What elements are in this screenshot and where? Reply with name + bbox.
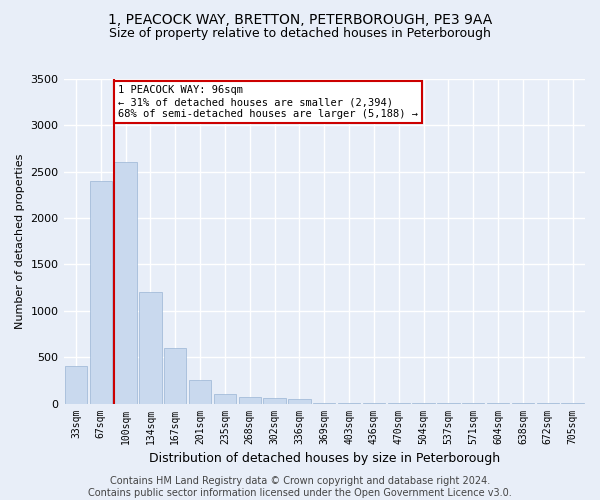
Bar [115,162,137,404]
Bar [263,398,286,404]
Bar [214,394,236,404]
Bar [313,402,335,404]
Bar [139,292,161,404]
Bar [338,402,360,404]
Bar [65,366,87,404]
Bar [239,397,261,404]
Y-axis label: Number of detached properties: Number of detached properties [15,154,25,329]
X-axis label: Distribution of detached houses by size in Peterborough: Distribution of detached houses by size … [149,452,500,465]
Text: Size of property relative to detached houses in Peterborough: Size of property relative to detached ho… [109,28,491,40]
Text: 1 PEACOCK WAY: 96sqm
← 31% of detached houses are smaller (2,394)
68% of semi-de: 1 PEACOCK WAY: 96sqm ← 31% of detached h… [118,86,418,118]
Text: Contains HM Land Registry data © Crown copyright and database right 2024.
Contai: Contains HM Land Registry data © Crown c… [88,476,512,498]
Bar [89,181,112,404]
Bar [164,348,187,404]
Text: 1, PEACOCK WAY, BRETTON, PETERBOROUGH, PE3 9AA: 1, PEACOCK WAY, BRETTON, PETERBOROUGH, P… [108,12,492,26]
Bar [189,380,211,404]
Bar [288,399,311,404]
